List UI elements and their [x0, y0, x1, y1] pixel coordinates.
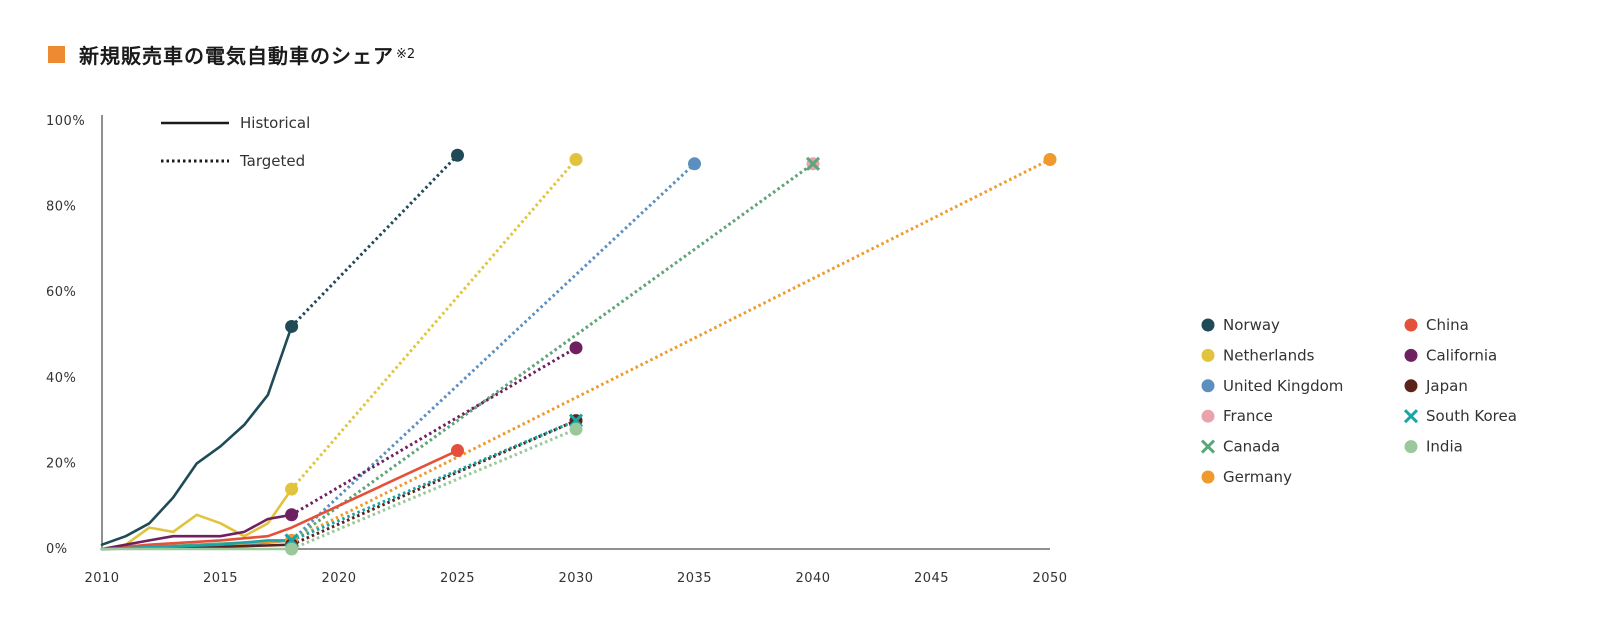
target-line-canada: [290, 162, 814, 542]
target-line-japan: [291, 419, 577, 547]
legend-label: Canada: [1223, 438, 1280, 456]
legend-marker-united-kingdom: [1201, 379, 1215, 393]
legend-label: Netherlands: [1223, 346, 1315, 364]
legend-marker-india: [1404, 440, 1418, 454]
legend-label: Norway: [1223, 316, 1280, 334]
legend-label: Japan: [1425, 377, 1468, 395]
historical-point-china: [451, 444, 464, 458]
target-line-netherlands: [290, 158, 578, 491]
historical-line-china: [100, 449, 459, 551]
legend-label: United Kingdom: [1223, 377, 1343, 395]
target-point-california: [569, 341, 583, 355]
historical-line-netherlands: [100, 487, 293, 551]
legend-label: India: [1426, 438, 1463, 456]
x-tick-label: 2035: [677, 571, 712, 586]
target-point-netherlands: [569, 153, 583, 167]
chart-title-note: ※2: [396, 47, 416, 62]
x-tick-label: 2010: [84, 571, 119, 586]
legend-marker-france: [1201, 409, 1215, 423]
historical-point-netherlands: [285, 482, 299, 496]
title-square-icon: [48, 46, 65, 63]
legend-marker-netherlands: [1201, 348, 1215, 362]
target-point-canada: [805, 156, 821, 171]
target-point-norway: [451, 148, 464, 162]
target-point-united-kingdom: [688, 157, 701, 171]
chart-title-text: 新規販売車の電気自動車のシェア: [79, 44, 394, 68]
legend-marker-china: [1404, 318, 1418, 332]
legend-marker-south-korea: [1403, 409, 1419, 424]
y-tick-label: 20%: [46, 456, 76, 471]
target-point-india: [569, 422, 583, 436]
historical-point-norway: [285, 319, 299, 333]
legend-marker-norway: [1201, 318, 1215, 332]
historical-line-norway: [100, 325, 293, 546]
x-tick-label: 2040: [795, 571, 830, 586]
line-style-label: Targeted: [239, 152, 305, 170]
legend-marker-canada: [1200, 439, 1216, 454]
x-tick-label: 2050: [1032, 571, 1067, 586]
target-line-india: [291, 427, 577, 551]
historical-point-california: [285, 508, 299, 522]
y-tick-label: 0%: [46, 542, 68, 557]
target-point-germany: [1043, 153, 1057, 167]
historical-point-india: [285, 542, 299, 556]
historical-line-south-korea: [100, 539, 293, 551]
legend-marker-japan: [1404, 379, 1418, 393]
x-tick-label: 2020: [321, 571, 356, 586]
legend-marker-california: [1404, 348, 1418, 362]
legend-marker-germany: [1201, 470, 1215, 484]
chart-title: 新規販売車の電気自動車のシェア ※2: [48, 40, 415, 69]
y-tick-label: 60%: [46, 285, 76, 300]
x-tick-label: 2030: [558, 571, 593, 586]
legend-label: France: [1223, 407, 1273, 425]
target-line-germany: [290, 158, 1051, 542]
y-tick-label: 40%: [46, 371, 76, 386]
legend-label: China: [1426, 316, 1469, 334]
x-tick-label: 2015: [203, 571, 238, 586]
target-line-norway: [290, 154, 459, 328]
target-line-united-kingdom: [290, 162, 696, 542]
x-tick-label: 2025: [440, 571, 475, 586]
line-style-label: Historical: [240, 114, 310, 132]
legend-label: Germany: [1223, 468, 1292, 486]
target-line-south-korea: [291, 419, 577, 542]
x-tick-label: 2045: [914, 571, 949, 586]
y-tick-label: 100%: [46, 114, 85, 129]
legend-label: California: [1426, 346, 1497, 364]
legend-label: South Korea: [1426, 407, 1517, 425]
y-tick-label: 80%: [46, 200, 76, 215]
historical-line-california: [100, 513, 293, 551]
